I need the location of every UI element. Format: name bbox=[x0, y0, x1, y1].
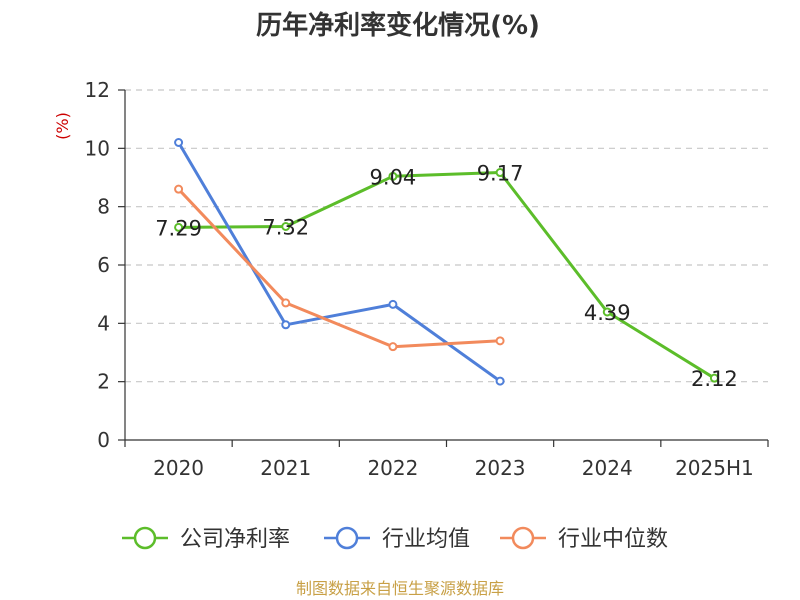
data-point bbox=[388, 342, 398, 352]
source-note: 制图数据来自恒生聚源数据库 bbox=[296, 579, 504, 598]
legend-marker bbox=[511, 526, 535, 550]
grid-lines bbox=[125, 89, 768, 383]
series-line bbox=[177, 141, 501, 383]
data-point bbox=[495, 336, 505, 346]
data-point bbox=[388, 299, 398, 309]
data-label: 4.39 bbox=[584, 301, 631, 325]
data-label: 2.12 bbox=[691, 367, 738, 391]
x-tick-label: 2025H1 bbox=[675, 456, 754, 480]
x-tick-label: 2022 bbox=[367, 456, 418, 480]
data-point bbox=[174, 222, 184, 232]
axes: 0 2 4 6 8 10 12 2020 2021 2022 2023 2024 2025H1 bbox=[85, 78, 769, 480]
data-point bbox=[495, 376, 505, 386]
y-tick-label: 12 bbox=[85, 78, 110, 102]
legend-item: 行业中位数 bbox=[500, 526, 668, 552]
series-line bbox=[177, 188, 501, 349]
series-line bbox=[178, 171, 716, 380]
data-label: 7.32 bbox=[262, 216, 309, 240]
chart-title: 历年净利率变化情况(%) bbox=[256, 10, 540, 41]
data-point bbox=[281, 298, 291, 308]
data-point bbox=[174, 184, 184, 194]
legend-item: 行业均值 bbox=[324, 526, 470, 552]
data-point bbox=[709, 373, 719, 383]
data-point bbox=[602, 307, 612, 317]
legend-label: 公司净利率 bbox=[180, 527, 290, 552]
y-tick-label: 2 bbox=[97, 370, 110, 394]
legend-label: 行业中位数 bbox=[558, 527, 668, 552]
series-lines bbox=[174, 138, 719, 386]
data-point bbox=[281, 222, 291, 231]
legend-item: 公司净利率 bbox=[122, 526, 290, 552]
y-tick-label: 6 bbox=[97, 253, 110, 277]
legend: 公司净利率 行业均值 行业中位数 bbox=[122, 526, 668, 552]
data-point bbox=[388, 171, 398, 181]
legend-marker bbox=[133, 526, 157, 550]
data-point bbox=[281, 320, 291, 330]
x-tick-label: 2021 bbox=[260, 456, 311, 480]
data-label: 7.29 bbox=[155, 216, 202, 240]
legend-marker bbox=[335, 526, 359, 550]
y-tick-label: 10 bbox=[85, 136, 110, 160]
y-tick-label: 0 bbox=[97, 428, 110, 452]
data-label: 9.04 bbox=[370, 165, 417, 189]
legend-label: 行业均值 bbox=[382, 527, 470, 552]
data-point bbox=[174, 138, 184, 147]
data-label: 9.17 bbox=[477, 162, 524, 186]
y-axis-unit-label: (%) bbox=[53, 112, 72, 140]
data-point bbox=[495, 168, 505, 178]
x-tick-label: 2023 bbox=[475, 456, 526, 480]
x-tick-label: 2024 bbox=[582, 456, 633, 480]
y-tick-label: 8 bbox=[97, 195, 110, 219]
x-tick-label: 2020 bbox=[153, 456, 204, 480]
data-labels: 7.29 7.32 9.04 9.17 4.39 2.12 bbox=[155, 162, 738, 392]
y-tick-label: 4 bbox=[97, 311, 110, 335]
